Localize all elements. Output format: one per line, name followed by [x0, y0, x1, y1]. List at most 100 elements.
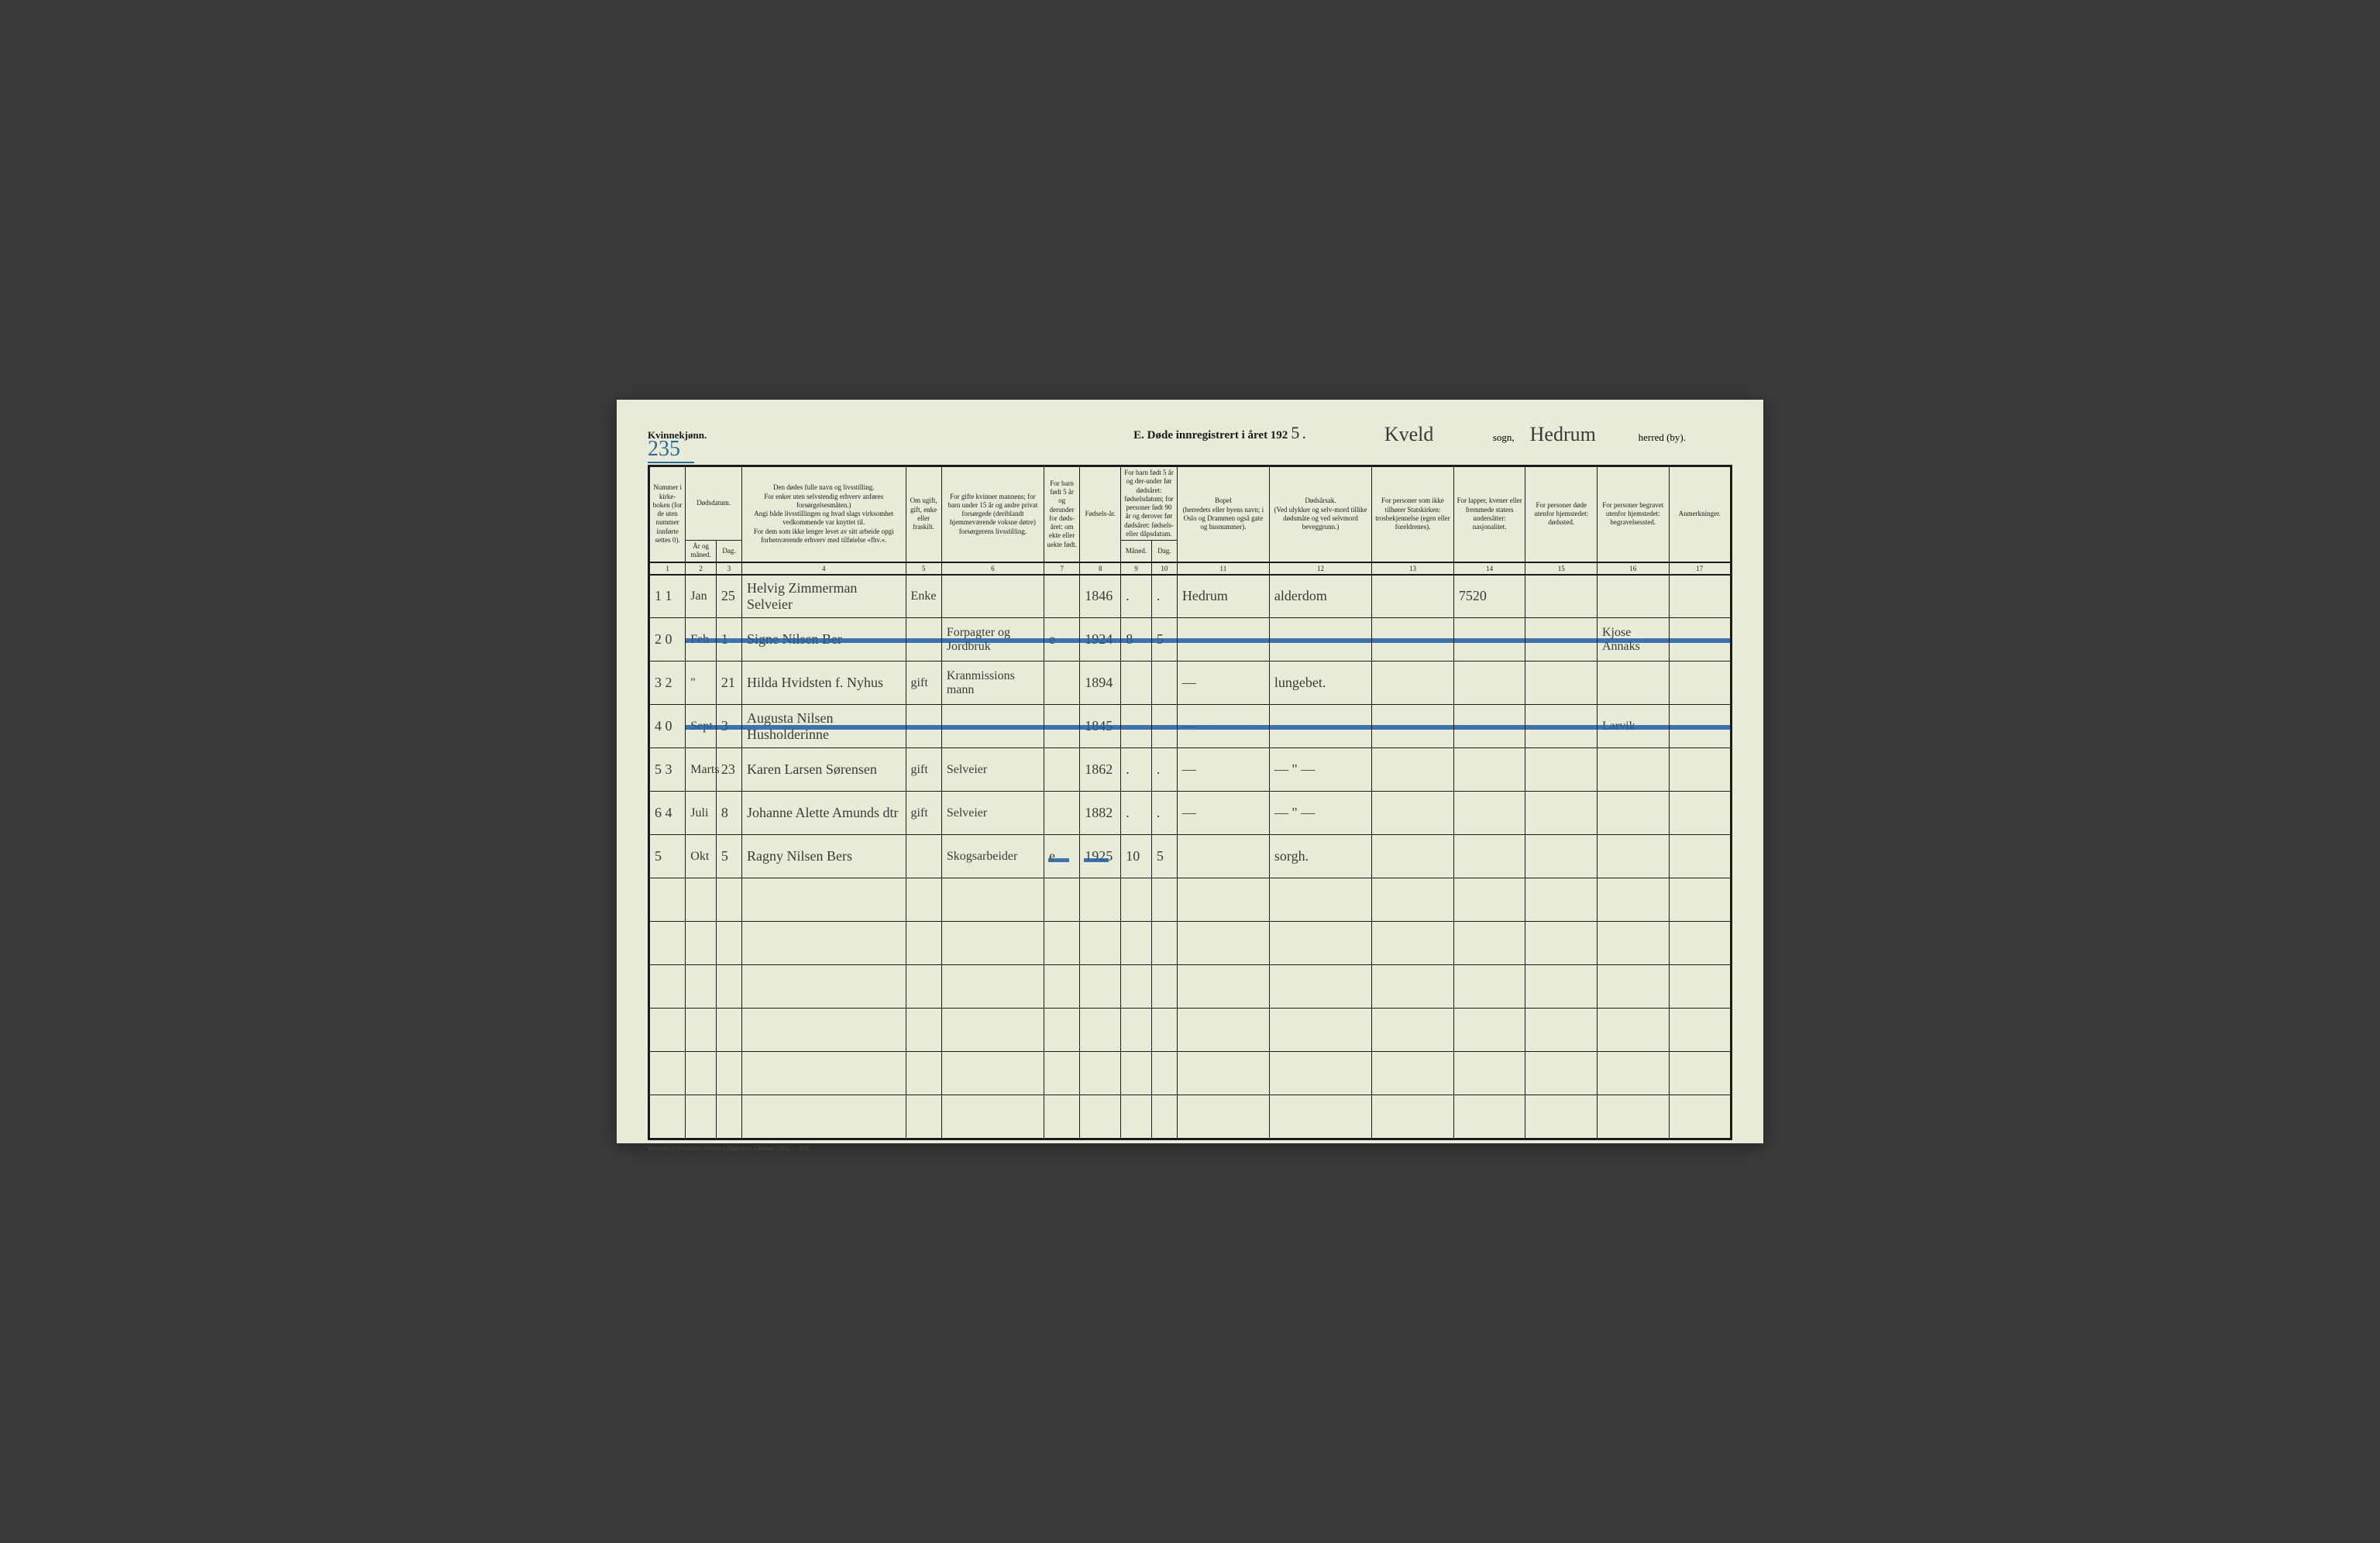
faith	[1372, 792, 1454, 835]
death-day: 8	[716, 792, 741, 835]
birth-day: 5	[1151, 618, 1177, 662]
page-number: 235	[648, 437, 694, 463]
colnum: 3	[716, 562, 741, 575]
empty-rows	[650, 878, 1731, 1139]
empty-cell	[1372, 1009, 1454, 1052]
provider-occupation: Selveier	[941, 748, 1044, 792]
empty-cell	[1597, 1095, 1669, 1139]
empty-cell	[650, 1052, 686, 1095]
faith	[1372, 618, 1454, 662]
empty-cell	[1177, 1009, 1269, 1052]
empty-cell	[1080, 1052, 1121, 1095]
residence: —	[1177, 705, 1269, 748]
empty-cell	[1121, 1009, 1152, 1052]
empty-cell	[941, 922, 1044, 965]
death-place	[1525, 575, 1598, 618]
marital-status: gift	[906, 792, 941, 835]
empty-cell	[716, 878, 741, 922]
death-place	[1525, 705, 1598, 748]
table-row: 3 2"21Hilda Hvidsten f. NyhusgiftKranmis…	[650, 662, 1731, 705]
table-row: 1 1Jan25Helvig Zimmerman SelveierEnke184…	[650, 575, 1731, 618]
nationality: 7520	[1453, 575, 1525, 618]
birth-day: 5	[1151, 835, 1177, 878]
birth-year: 1925	[1080, 835, 1121, 878]
birth-year: 1882	[1080, 792, 1121, 835]
birth-year: 1846	[1080, 575, 1121, 618]
table-row-empty	[650, 1052, 1731, 1095]
nationality	[1453, 792, 1525, 835]
ledger-page: Kvinnekjønn. 235 E. Døde innregistrert i…	[617, 400, 1763, 1143]
death-month: Juli	[686, 792, 717, 835]
empty-cell	[741, 1009, 906, 1052]
empty-cell	[1044, 1095, 1080, 1139]
cause-of-death: lungebet.	[1269, 662, 1371, 705]
entry-number: 3 2	[650, 662, 686, 705]
empty-cell	[650, 965, 686, 1009]
sogn-label: sogn,	[1493, 431, 1515, 444]
col-1-header: Nummer i kirke-boken (for de uten nummer…	[650, 467, 686, 562]
colnum: 2	[686, 562, 717, 575]
header: Kvinnekjønn. 235 E. Døde innregistrert i…	[648, 423, 1732, 443]
empty-cell	[1269, 965, 1371, 1009]
col-9a-header: Måned.	[1121, 541, 1152, 562]
empty-cell	[650, 1009, 686, 1052]
nationality	[1453, 618, 1525, 662]
empty-cell	[650, 878, 686, 922]
empty-cell	[1525, 1052, 1598, 1095]
empty-cell	[686, 1052, 717, 1095]
marital-status	[906, 835, 941, 878]
empty-cell	[1525, 922, 1598, 965]
empty-cell	[1121, 922, 1152, 965]
death-month: Okt	[686, 835, 717, 878]
residence	[1177, 618, 1269, 662]
empty-cell	[686, 1009, 717, 1052]
col-17-header: Anmerkninger.	[1669, 467, 1730, 562]
empty-cell	[941, 1095, 1044, 1139]
empty-cell	[1269, 922, 1371, 965]
empty-cell	[1151, 965, 1177, 1009]
empty-cell	[1453, 965, 1525, 1009]
empty-cell	[941, 1009, 1044, 1052]
empty-cell	[1044, 1052, 1080, 1095]
colnum: 10	[1151, 562, 1177, 575]
col-6-header: For gifte kvinner mannens; for barn unde…	[941, 467, 1044, 562]
empty-cell	[1044, 878, 1080, 922]
empty-cell	[686, 1095, 717, 1139]
burial-place	[1597, 835, 1669, 878]
entry-number: 4 0	[650, 705, 686, 748]
empty-cell	[906, 1095, 941, 1139]
birth-day	[1151, 705, 1177, 748]
empty-cell	[906, 922, 941, 965]
cause-of-death: — " —	[1269, 748, 1371, 792]
empty-cell	[741, 878, 906, 922]
nationality	[1453, 835, 1525, 878]
birth-month: 8	[1121, 618, 1152, 662]
legitimacy	[1044, 575, 1080, 618]
legitimacy	[1044, 792, 1080, 835]
legitimacy	[1044, 705, 1080, 748]
empty-cell	[1080, 1095, 1121, 1139]
empty-cell	[1151, 1095, 1177, 1139]
empty-cell	[1269, 1009, 1371, 1052]
burial-place	[1597, 792, 1669, 835]
table-row: 5Okt5Ragny Nilsen BersSkogsarbeidere1925…	[650, 835, 1731, 878]
cause-of-death	[1269, 705, 1371, 748]
cause-of-death: alderdom	[1269, 575, 1371, 618]
empty-cell	[1453, 1009, 1525, 1052]
colnum: 13	[1372, 562, 1454, 575]
col-2a-header: År og måned.	[686, 541, 717, 562]
birth-day: .	[1151, 748, 1177, 792]
title-prefix: E. Døde innregistrert i året 192	[1133, 429, 1288, 442]
name-occupation: Augusta Nilsen Husholderinne	[741, 705, 906, 748]
residence: Hedrum	[1177, 575, 1269, 618]
table-row: 6 4Juli8Johanne Alette Amunds dtrgiftSel…	[650, 792, 1731, 835]
empty-cell	[1151, 1009, 1177, 1052]
data-rows: 1 1Jan25Helvig Zimmerman SelveierEnke184…	[650, 575, 1731, 878]
death-month: "	[686, 662, 717, 705]
empty-cell	[650, 922, 686, 965]
empty-cell	[906, 878, 941, 922]
empty-cell	[650, 1095, 686, 1139]
birth-day: .	[1151, 575, 1177, 618]
empty-cell	[1372, 878, 1454, 922]
birth-year: 1924	[1080, 618, 1121, 662]
